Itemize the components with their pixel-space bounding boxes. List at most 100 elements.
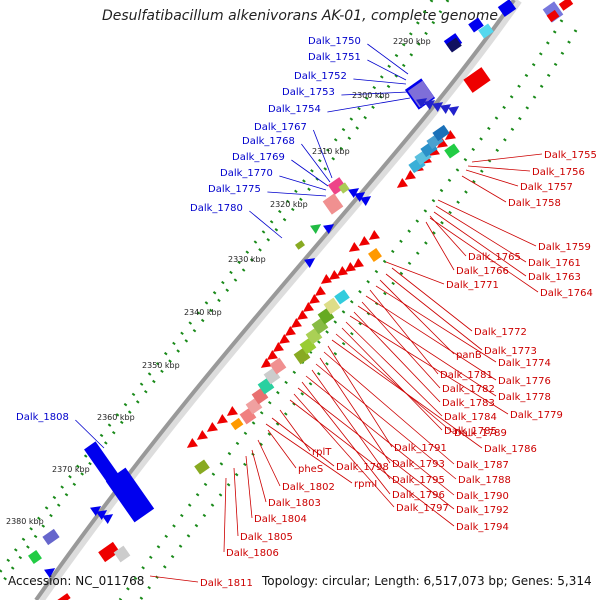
gene-arrow[interactable] [424, 96, 438, 110]
gene-label-dalk_1798[interactable]: Dalk_1798 [336, 462, 389, 473]
gene-label-dalk_1764[interactable]: Dalk_1764 [540, 288, 593, 299]
gene-label-dalk_1783[interactable]: Dalk_1783 [442, 398, 495, 409]
gene-arrow[interactable] [264, 350, 278, 364]
gene-arrow[interactable] [44, 564, 58, 578]
gene-block[interactable] [230, 417, 244, 431]
gene-label-dalk_1808[interactable]: Dalk_1808 [16, 412, 69, 423]
gene-block[interactable] [478, 23, 494, 39]
gene-label-dalk_1768[interactable]: Dalk_1768 [242, 136, 295, 147]
gene-arrow[interactable] [356, 236, 370, 250]
gene-labels[interactable]: Dalk_1750 Dalk_1751 Dalk_1752 Dalk_1753 Dalk… [16, 36, 597, 589]
gene-block[interactable] [558, 0, 574, 11]
gene-label-dalk_1751[interactable]: Dalk_1751 [308, 52, 361, 63]
gene-label-dalk_1776[interactable]: Dalk_1776 [498, 376, 551, 387]
gene-label-dalk_1772[interactable]: Dalk_1772 [474, 327, 527, 338]
gene-arrow[interactable] [354, 188, 368, 202]
gene-arrow[interactable] [310, 220, 324, 234]
gene-arrow[interactable] [294, 310, 308, 324]
gene-block[interactable] [444, 143, 460, 159]
gene-block[interactable] [468, 17, 484, 33]
gene-label-dalk_1802[interactable]: Dalk_1802 [282, 482, 335, 493]
gene-label-dalk_1756[interactable]: Dalk_1756 [532, 167, 585, 178]
gene-block[interactable] [407, 80, 435, 108]
gene-arrow[interactable] [348, 184, 362, 198]
gene-block[interactable] [42, 528, 60, 546]
gene-label-dalk_1811[interactable]: Dalk_1811 [200, 578, 253, 589]
gene-arrow[interactable] [350, 258, 364, 272]
gene-block[interactable] [463, 67, 491, 93]
gene-arrow[interactable] [276, 334, 290, 348]
gene-arrow[interactable] [102, 510, 116, 524]
gene-label-dalk_1779[interactable]: Dalk_1779 [510, 410, 563, 421]
gene-label-dalk_1759[interactable]: Dalk_1759 [538, 242, 591, 253]
gene-block[interactable] [269, 357, 287, 375]
gene-arrow[interactable] [282, 326, 296, 340]
gene-label-dalk_1755[interactable]: Dalk_1755 [544, 150, 597, 161]
gene-block[interactable] [334, 289, 350, 305]
gene-arrow[interactable] [366, 230, 380, 244]
gene-block[interactable] [98, 541, 120, 563]
gene-block[interactable] [546, 9, 560, 23]
gene-label-dalk_1781[interactable]: Dalk_1781 [440, 370, 493, 381]
gene-label-dalk_1773[interactable]: Dalk_1773 [484, 346, 537, 357]
gene-block[interactable] [295, 240, 305, 250]
gene-label-dalk_1766[interactable]: Dalk_1766 [456, 266, 509, 277]
gene-arrow[interactable] [323, 220, 337, 234]
gene-label-dalk_1775[interactable]: Dalk_1775 [208, 184, 261, 195]
gene-arrow[interactable] [402, 170, 416, 184]
gene-label-dalk_1792[interactable]: Dalk_1792 [456, 505, 509, 516]
gene-label-dalk_1767[interactable]: Dalk_1767 [254, 122, 307, 133]
gene-label-dalk_1786[interactable]: Dalk_1786 [484, 444, 537, 455]
gene-label-dalk_1794[interactable]: Dalk_1794 [456, 522, 509, 533]
gene-arrow[interactable] [214, 414, 228, 428]
gene-label-dalk_1793[interactable]: Dalk_1793 [392, 459, 445, 470]
gene-label-dalk_1761[interactable]: Dalk_1761 [528, 258, 581, 269]
gene-arrow[interactable] [416, 94, 430, 108]
gene-block[interactable] [368, 248, 382, 262]
gene-label-dalk_1788[interactable]: Dalk_1788 [458, 475, 511, 486]
gene-arrow[interactable] [300, 302, 314, 316]
gene-label-dalk_1804[interactable]: Dalk_1804 [254, 514, 307, 525]
gene-arrow[interactable] [270, 342, 284, 356]
gene-arrow[interactable] [194, 430, 208, 444]
gene-label-dalk_1780[interactable]: Dalk_1780 [190, 203, 243, 214]
gene-arrow[interactable] [442, 130, 456, 144]
gene-label-rplt[interactable]: rplT [312, 447, 332, 458]
gene-label-dalk_1753[interactable]: Dalk_1753 [282, 87, 335, 98]
gene-block[interactable] [323, 297, 341, 315]
gene-label-dalk_1787[interactable]: Dalk_1787 [456, 460, 509, 471]
gene-block[interactable] [84, 441, 130, 499]
gene-label-dalk_1770[interactable]: Dalk_1770 [220, 168, 273, 179]
gene-label-dalk_1757[interactable]: Dalk_1757 [520, 182, 573, 193]
gene-block[interactable] [194, 459, 210, 475]
gene-block[interactable] [338, 182, 350, 194]
gene-arrow[interactable] [440, 100, 454, 114]
gene-arrow[interactable] [346, 242, 360, 256]
gene-label-dalk_1796[interactable]: Dalk_1796 [392, 490, 445, 501]
gene-arrow[interactable] [184, 438, 198, 452]
gene-arrow[interactable] [312, 286, 326, 300]
gene-label-dalk_1806[interactable]: Dalk_1806 [226, 548, 279, 559]
gene-label-dalk_1765[interactable]: Dalk_1765 [468, 252, 521, 263]
gene-label-phes[interactable]: pheS [298, 464, 323, 475]
gene-arrow[interactable] [326, 270, 340, 284]
gene-arrow[interactable] [394, 178, 408, 192]
gene-label-dalk_1790[interactable]: Dalk_1790 [456, 491, 509, 502]
gene-block[interactable] [322, 193, 344, 215]
gene-label-dalk_1785[interactable]: Dalk_1785 [444, 426, 497, 437]
gene-arrow[interactable] [224, 406, 238, 420]
gene-label-dalk_1771[interactable]: Dalk_1771 [446, 280, 499, 291]
gene-label-dalk_1797[interactable]: Dalk_1797 [396, 503, 449, 514]
gene-arrow[interactable] [360, 192, 374, 206]
gene-label-dalk_1754[interactable]: Dalk_1754 [268, 104, 321, 115]
gene-label-dalk_1805[interactable]: Dalk_1805 [240, 532, 293, 543]
gene-label-dalk_1778[interactable]: Dalk_1778 [498, 392, 551, 403]
gene-arrow[interactable] [306, 294, 320, 308]
gene-label-dalk_1752[interactable]: Dalk_1752 [294, 71, 347, 82]
gene-arrow[interactable] [90, 502, 104, 516]
gene-arrow[interactable] [288, 318, 302, 332]
gene-label-dalk_1784[interactable]: Dalk_1784 [444, 412, 497, 423]
gene-arrow[interactable] [304, 254, 318, 268]
gene-arrow[interactable] [434, 138, 448, 152]
gene-label-dalk_1758[interactable]: Dalk_1758 [508, 198, 561, 209]
